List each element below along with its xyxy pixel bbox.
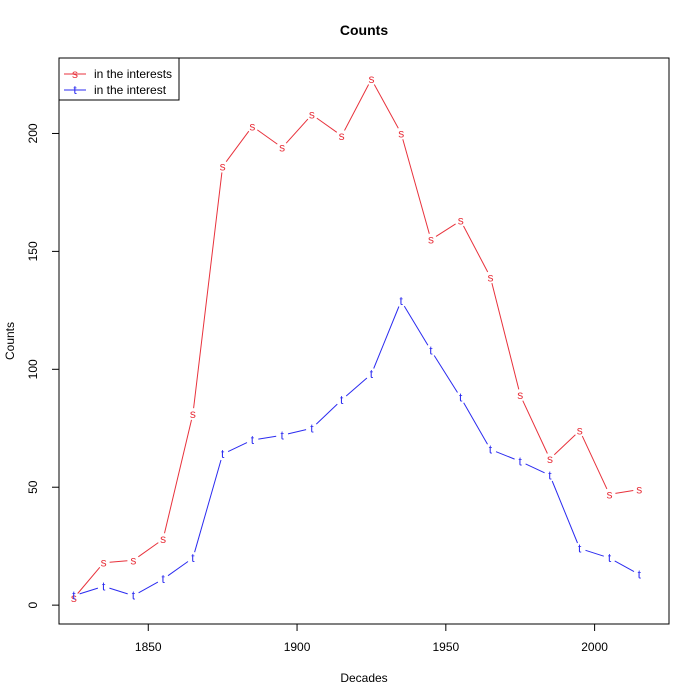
x-tick-label: 1950 (432, 640, 459, 654)
data-point: t (251, 433, 255, 447)
x-axis-label: Decades (340, 671, 387, 685)
y-tick-label: 100 (26, 359, 40, 379)
data-point: t (132, 589, 136, 603)
data-point: s (160, 532, 166, 546)
data-point: s (130, 553, 136, 567)
data-point: t (489, 442, 493, 456)
y-tick-label: 0 (26, 601, 40, 608)
data-point: t (310, 421, 314, 435)
data-point: t (548, 468, 552, 482)
series-1: t t t t t t t t t t t t t t t t t t t t (72, 294, 641, 603)
series-line (79, 305, 635, 595)
data-point: t (221, 447, 225, 461)
data-point: t (280, 428, 284, 442)
data-point: s (517, 388, 523, 402)
data-point: t (459, 391, 463, 405)
y-tick-label: 150 (26, 241, 40, 261)
data-point: s (428, 233, 434, 247)
data-point: s (220, 159, 226, 173)
data-point: s (606, 487, 612, 501)
legend-marker-interest: t (73, 83, 77, 97)
legend: s in the interests t in the interest (58, 57, 180, 101)
data-point: s (309, 108, 315, 122)
data-point: s (190, 407, 196, 421)
plot-frame (58, 57, 670, 625)
data-point: t (161, 572, 165, 586)
y-tick-label: 200 (26, 123, 40, 143)
data-point: t (72, 589, 76, 603)
data-point: t (400, 294, 404, 308)
data-point: s (636, 483, 642, 497)
data-point: s (71, 591, 77, 605)
x-tick-label: 1850 (135, 640, 162, 654)
data-point: s (487, 270, 493, 284)
data-point: t (519, 454, 523, 468)
data-point: s (577, 424, 583, 438)
data-point: s (398, 126, 404, 140)
data-point: s (458, 214, 464, 228)
y-axis: 0 50 100 150 200 (26, 123, 59, 608)
data-point: t (429, 343, 433, 357)
x-tick-label: 2000 (581, 640, 608, 654)
series-line (77, 84, 634, 594)
data-point: t (578, 542, 582, 556)
x-axis: 1850 1900 1950 2000 (135, 624, 608, 654)
y-axis-label: Counts (3, 322, 17, 360)
series-0: s s s s s s s s s s s s s s s s s s s s (71, 72, 642, 605)
legend-label-interests: in the interests (94, 67, 172, 81)
x-tick-label: 1900 (284, 640, 311, 654)
data-point: t (608, 551, 612, 565)
data-point: s (547, 452, 553, 466)
data-point: t (638, 567, 642, 581)
data-point: t (191, 551, 195, 565)
legend-marker-interests: s (72, 67, 78, 81)
legend-box (58, 57, 180, 101)
data-point: s (339, 129, 345, 143)
data-point: t (370, 367, 374, 381)
data-point: s (279, 141, 285, 155)
data-point: s (101, 556, 107, 570)
data-point: s (249, 119, 255, 133)
y-tick-label: 50 (26, 480, 40, 494)
data-point: s (368, 72, 374, 86)
chart-title: Counts (340, 22, 388, 38)
legend-label-interest: in the interest (94, 83, 167, 97)
data-point: t (340, 393, 344, 407)
data-point: t (102, 579, 106, 593)
